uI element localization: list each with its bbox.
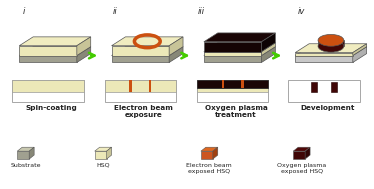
Polygon shape [169, 47, 183, 63]
Polygon shape [111, 47, 183, 56]
Polygon shape [77, 47, 91, 63]
Polygon shape [261, 47, 275, 63]
Text: Spin-coating: Spin-coating [26, 105, 77, 111]
Bar [105, 80, 176, 92]
Text: Substrate: Substrate [10, 163, 41, 168]
Polygon shape [353, 47, 367, 63]
Polygon shape [261, 43, 275, 56]
Ellipse shape [318, 34, 344, 46]
Text: Development: Development [300, 105, 355, 111]
Bar [12, 80, 84, 92]
Bar [105, 80, 176, 102]
Bar [311, 82, 317, 92]
Polygon shape [169, 37, 183, 56]
Bar [12, 80, 84, 102]
Polygon shape [293, 151, 305, 159]
Bar [149, 80, 151, 92]
Polygon shape [111, 56, 169, 63]
Text: Oxygen plasma
treatment: Oxygen plasma treatment [205, 105, 267, 118]
Polygon shape [213, 147, 218, 159]
Polygon shape [29, 147, 34, 159]
Polygon shape [111, 37, 183, 46]
Polygon shape [305, 147, 310, 159]
Polygon shape [107, 147, 111, 159]
Polygon shape [19, 47, 91, 56]
Bar [288, 80, 360, 102]
Polygon shape [261, 33, 275, 52]
Polygon shape [77, 37, 91, 56]
Polygon shape [204, 42, 261, 52]
Bar [197, 88, 269, 92]
Polygon shape [295, 56, 353, 63]
Polygon shape [111, 46, 169, 56]
Polygon shape [201, 151, 213, 159]
Text: Oxygen plasma
exposed HSQ: Oxygen plasma exposed HSQ [277, 163, 326, 174]
Bar [197, 80, 269, 102]
Polygon shape [17, 151, 29, 159]
Polygon shape [19, 56, 77, 63]
Polygon shape [19, 37, 91, 46]
Text: iii: iii [198, 7, 205, 16]
Ellipse shape [318, 40, 344, 52]
Polygon shape [19, 46, 77, 56]
Text: i: i [22, 7, 25, 16]
Polygon shape [95, 151, 107, 159]
Bar [129, 80, 132, 92]
Text: ii: ii [113, 7, 117, 16]
Bar [221, 80, 224, 88]
Polygon shape [204, 43, 275, 52]
Text: Electron beam
exposure: Electron beam exposure [114, 105, 173, 118]
Polygon shape [295, 44, 367, 53]
Text: Electron beam
exposed HSQ: Electron beam exposed HSQ [187, 163, 232, 174]
Polygon shape [295, 47, 367, 56]
Polygon shape [295, 53, 353, 56]
Text: HSQ: HSQ [96, 163, 110, 168]
Text: iv: iv [298, 7, 306, 16]
Polygon shape [204, 56, 261, 63]
Polygon shape [95, 147, 111, 151]
Bar [197, 80, 269, 88]
Polygon shape [204, 52, 261, 56]
Polygon shape [204, 33, 275, 42]
Polygon shape [318, 40, 344, 46]
Bar [331, 82, 337, 92]
Bar [241, 80, 244, 88]
Polygon shape [204, 47, 275, 56]
Polygon shape [353, 44, 367, 56]
Polygon shape [201, 147, 218, 151]
Polygon shape [293, 147, 310, 151]
Polygon shape [17, 147, 34, 151]
